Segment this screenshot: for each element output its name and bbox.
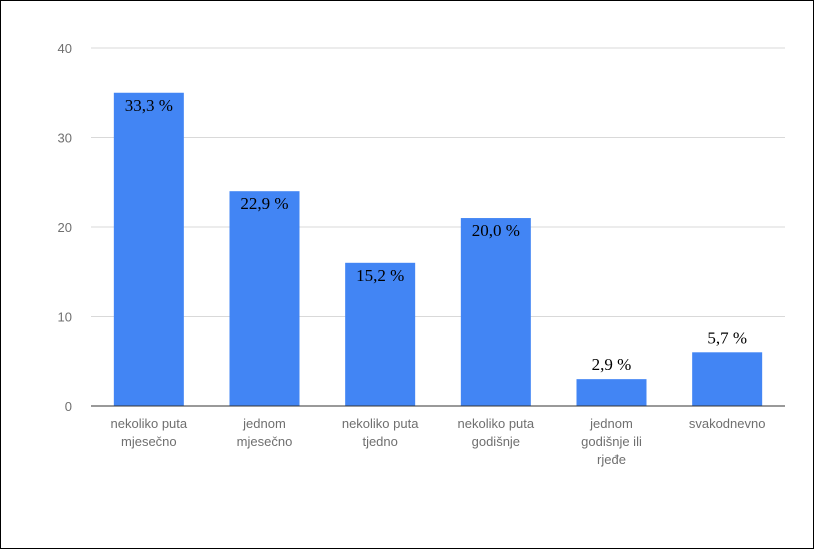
bar	[229, 191, 300, 406]
x-category-label: nekoliko puta mjesečno	[111, 416, 188, 449]
data-label: 5,7 %	[707, 328, 747, 347]
x-category-label-line: nekoliko puta	[342, 416, 419, 431]
y-tick-label: 30	[58, 131, 72, 146]
x-category-label-line: nekoliko puta	[111, 416, 188, 431]
data-label: 15,2 %	[356, 266, 404, 285]
x-category-label: jednom mjesečno	[237, 416, 293, 449]
data-label: 2,9 %	[592, 355, 632, 374]
data-label: 33,3 %	[125, 96, 173, 115]
y-tick-label: 0	[65, 399, 72, 414]
data-label: 22,9 %	[240, 194, 288, 213]
data-labels: 33,3 % 22,9 % 15,2 % 20,0 % 2,9 % 5,7 %	[125, 96, 747, 374]
data-label: 20,0 %	[472, 221, 520, 240]
bars	[113, 92, 763, 406]
x-category-label: nekoliko puta tjedno	[342, 416, 419, 449]
gridlines	[91, 47, 785, 317]
x-category-label: nekoliko puta godišnje	[458, 416, 535, 449]
x-category-label-line: nekoliko puta	[458, 416, 535, 431]
bar	[345, 262, 416, 406]
x-category-label: jednom godišnje ili rjeđe	[581, 416, 642, 467]
y-tick-label: 40	[58, 41, 72, 56]
bar	[113, 92, 184, 406]
x-category-label-line: godišnje	[472, 434, 520, 449]
bar	[576, 379, 647, 406]
bar	[692, 352, 763, 406]
x-category-label-line: tjedno	[362, 434, 397, 449]
y-axis-tick-labels: 0 10 20 30 40	[58, 41, 72, 414]
x-category-label-line: jednom	[242, 416, 286, 431]
x-category-label-line: jednom	[589, 416, 633, 431]
x-category-label-line: godišnje ili	[581, 434, 642, 449]
y-tick-label: 10	[58, 310, 72, 325]
x-category-label: svakodnevno	[689, 416, 766, 431]
x-category-label-line: mjesečno	[237, 434, 293, 449]
x-category-label-line: mjesečno	[121, 434, 177, 449]
y-tick-label: 20	[58, 220, 72, 235]
x-category-label-line: rjeđe	[597, 452, 626, 467]
x-category-label-line: svakodnevno	[689, 416, 766, 431]
bar	[460, 218, 531, 406]
